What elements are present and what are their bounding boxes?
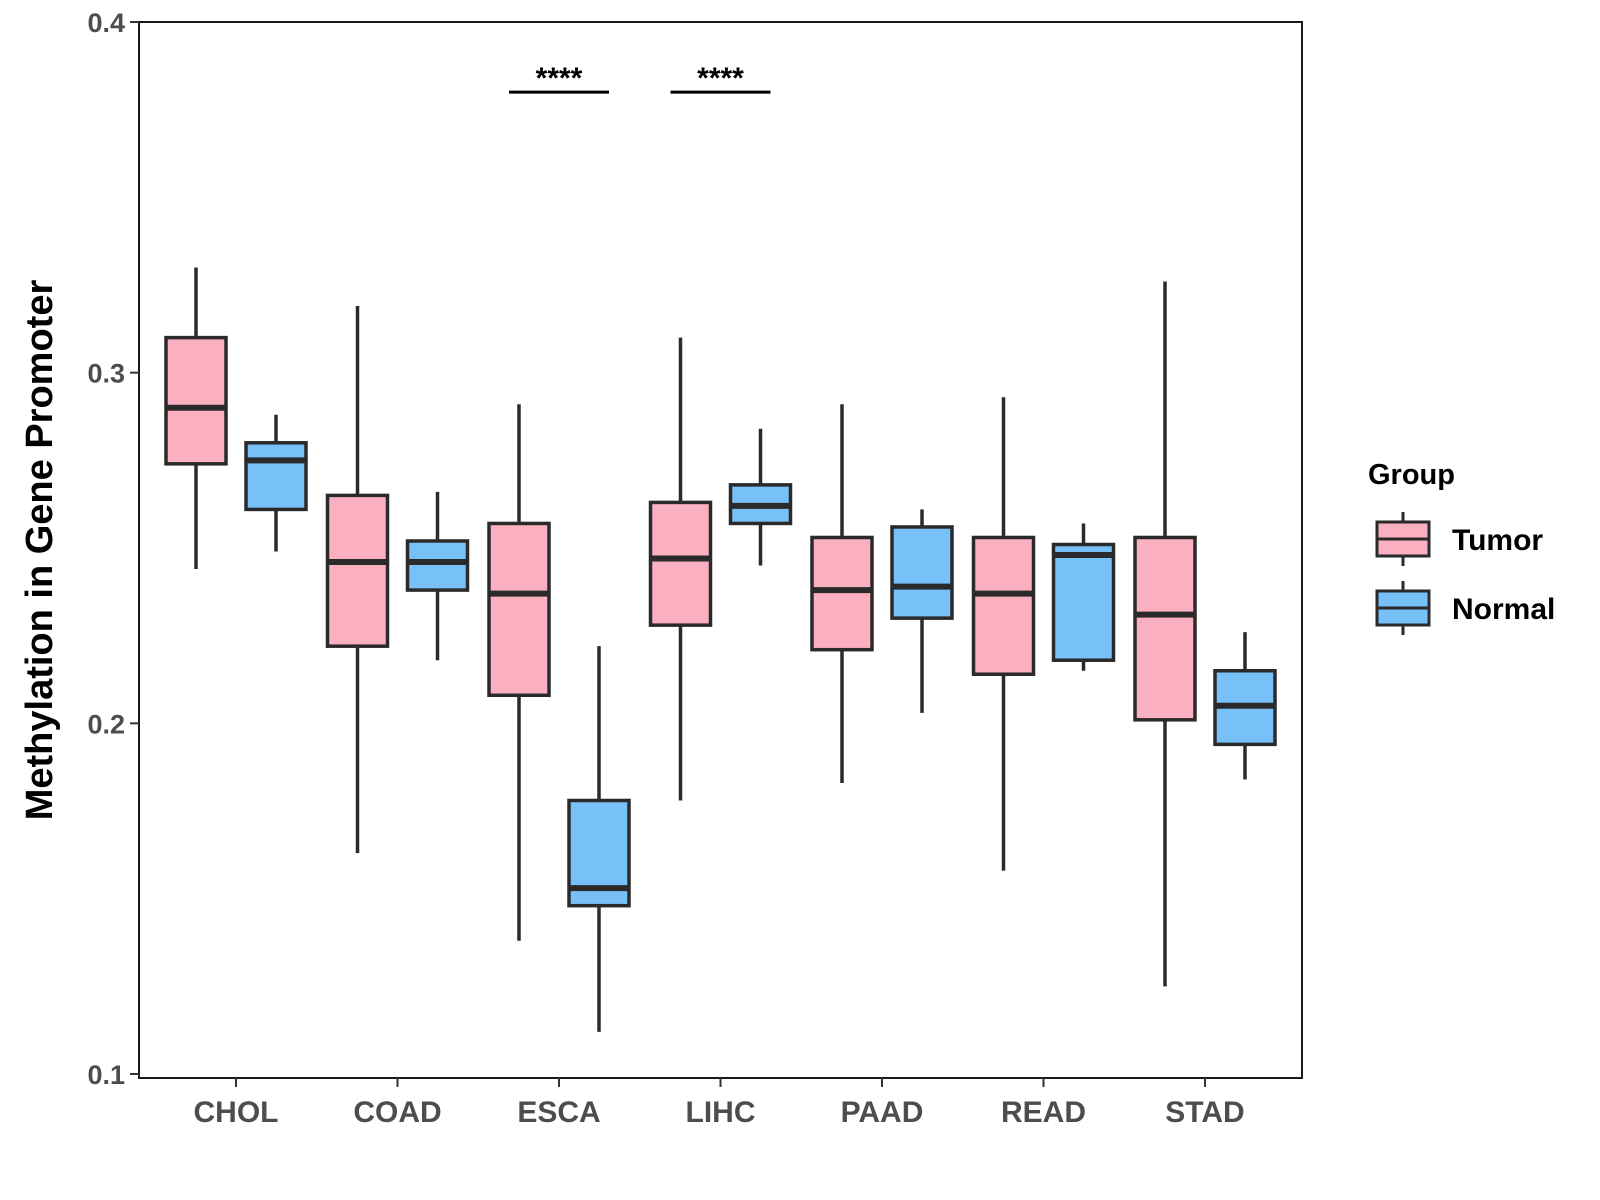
significance-annotations: **** **** — [509, 62, 771, 95]
box-iqr — [405, 539, 470, 592]
box-tumor-coad — [325, 306, 390, 854]
legend-label-normal: Normal — [1452, 593, 1555, 626]
y-tick-label: 0.1 — [87, 1060, 125, 1090]
x-category-label: READ — [1001, 1096, 1086, 1129]
x-axis: CHOL COAD ESCA LIHC PAAD READ STAD — [194, 1078, 1245, 1129]
box-iqr — [810, 535, 874, 652]
x-category-label: COAD — [353, 1096, 441, 1129]
box-tumor-lihc — [648, 337, 713, 801]
box-iqr — [890, 525, 954, 620]
y-axis: 0.1 0.2 0.3 0.4 — [87, 8, 139, 1090]
box-iqr — [971, 535, 1036, 676]
boxes-layer — [164, 267, 1277, 1032]
legend-key-tumor — [1375, 512, 1431, 566]
significance-label: **** — [536, 62, 583, 95]
box-normal-chol — [244, 414, 308, 552]
box-normal-stad — [1213, 632, 1277, 780]
y-tick-label: 0.3 — [87, 359, 125, 389]
box-iqr — [648, 500, 713, 627]
x-category-label: STAD — [1165, 1096, 1244, 1129]
box-iqr — [1051, 542, 1116, 662]
x-category-label: PAAD — [841, 1096, 924, 1129]
x-category-label: LIHC — [686, 1096, 756, 1129]
legend-title: Group — [1368, 459, 1455, 491]
legend-label-tumor: Tumor — [1452, 524, 1543, 557]
box-tumor-esca — [487, 404, 551, 941]
legend-key-normal — [1375, 581, 1431, 635]
box-tumor-stad — [1133, 281, 1197, 987]
y-tick-label: 0.4 — [87, 8, 125, 38]
box-iqr — [1133, 535, 1197, 722]
box-iqr — [487, 521, 551, 698]
box-normal-paad — [890, 509, 954, 713]
box-tumor-read — [971, 397, 1036, 871]
box-tumor-chol — [164, 267, 228, 570]
box-normal-esca — [567, 646, 631, 1032]
significance-label: **** — [697, 62, 744, 95]
box-normal-lihc — [728, 428, 793, 566]
box-normal-read — [1051, 523, 1116, 671]
x-category-label: ESCA — [517, 1096, 600, 1129]
box-iqr — [244, 441, 308, 512]
box-iqr — [325, 493, 390, 648]
x-category-label: CHOL — [194, 1096, 279, 1129]
box-tumor-paad — [810, 404, 874, 783]
plot-panel-border — [138, 21, 1303, 1079]
box-normal-coad — [405, 491, 470, 661]
legend: Group Tumor Normal — [1368, 459, 1555, 635]
y-tick-label: 0.2 — [87, 709, 125, 739]
box-iqr — [164, 335, 228, 466]
y-axis-title: Methylation in Gene Promoter — [19, 280, 61, 821]
